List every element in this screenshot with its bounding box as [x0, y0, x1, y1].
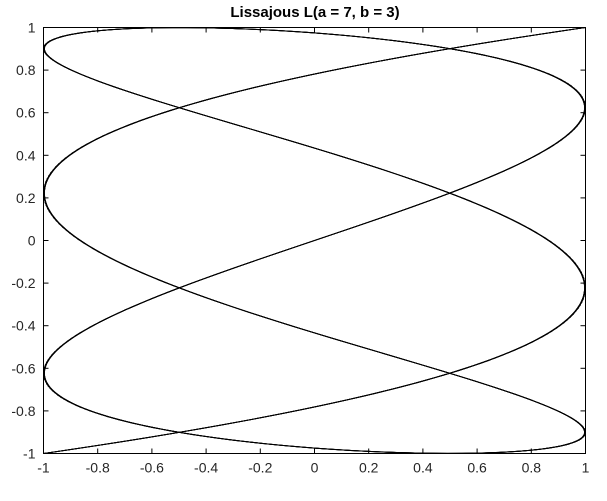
x-tick-label: -1	[37, 460, 50, 476]
x-tick-label: 0.6	[467, 460, 487, 476]
y-tick-label: 0.6	[16, 105, 36, 121]
x-tick-label: 0.2	[359, 460, 379, 476]
x-tick-label: 0.4	[413, 460, 433, 476]
y-tick-label: 0.8	[16, 62, 36, 78]
y-tick-label: -0.6	[11, 360, 35, 376]
x-tick-label: -0.2	[248, 460, 272, 476]
x-tick-label: -0.6	[140, 460, 164, 476]
lissajous-curve-pass	[43, 27, 586, 454]
y-axis-ticks: -1 -0.8 -0.6 -0.4 -0.2 0 0.2 0.4 0.6 0.8 1	[11, 20, 586, 462]
y-tick-label: -0.4	[11, 318, 35, 334]
plot-curves	[43, 27, 586, 454]
y-tick-label: 1	[28, 20, 36, 36]
y-tick-label: 0	[28, 233, 36, 249]
x-axis-ticks: -1 -0.8 -0.6 -0.4 -0.2 0 0.2 0.4 0.6 0.8 1	[37, 27, 590, 476]
x-tick-label: -0.8	[86, 460, 110, 476]
y-tick-label: -0.2	[11, 275, 35, 291]
y-tick-label: -1	[23, 446, 36, 462]
x-tick-label: -0.4	[194, 460, 218, 476]
chart-title: Lissajous L(a = 7, b = 3)	[230, 4, 399, 21]
x-tick-label: 0.8	[522, 460, 542, 476]
y-tick-label: 0.2	[16, 190, 36, 206]
y-tick-label: -0.8	[11, 403, 35, 419]
y-tick-label: 0.4	[16, 147, 36, 163]
x-tick-label: 0	[311, 460, 319, 476]
x-tick-label: 1	[582, 460, 590, 476]
